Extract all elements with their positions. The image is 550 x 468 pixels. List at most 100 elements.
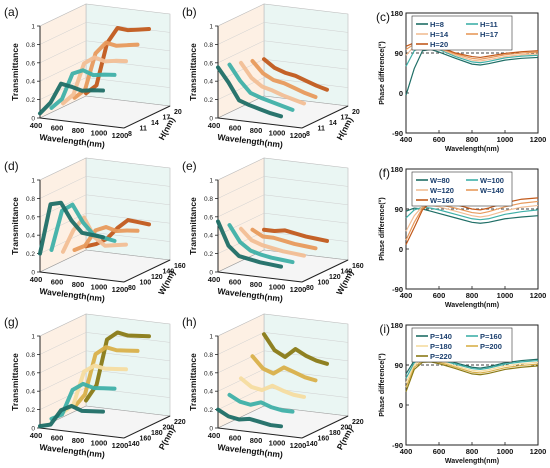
panel-label: (b): [182, 5, 197, 19]
series-ribbon-0: [38, 200, 105, 256]
legend-box: [411, 171, 513, 207]
gridline: [217, 350, 349, 374]
x-axis-label: Wavelength(nm): [445, 146, 499, 153]
series-ribbon-3: [250, 59, 318, 100]
depth-tick-label: 140: [163, 269, 175, 276]
x-tick-label: 600: [51, 278, 64, 287]
x-tick-label: 400: [30, 121, 43, 130]
depth-tick-label: 180: [151, 430, 163, 437]
legend-label: P=200: [480, 342, 502, 351]
series-ribbon-3: [72, 345, 140, 409]
panel-label: (h): [182, 315, 197, 329]
y-tick-label: 0.4: [26, 79, 35, 86]
series-line-0: [405, 48, 539, 96]
depth-tick-label: 160: [352, 263, 364, 270]
panel-3d-5: 0 0.2 0.4 0.6 0.8 1 400 600 800 1000 1200 140160180…: [182, 313, 364, 460]
y-tick-label: 0.8: [204, 352, 213, 359]
panel-2d-0: -90 0 90 180 400 600 800 1000 1200 Wavelength(nm)…: [376, 9, 546, 153]
y-tick-label: 0.4: [204, 233, 213, 240]
series-ribbon-2: [61, 55, 128, 106]
depth-tick-label: 220: [352, 419, 364, 426]
depth-tick-label: 80: [128, 285, 136, 292]
depth-axis-label: H(nm): [156, 115, 176, 142]
depth-tick-label: 180: [329, 430, 341, 437]
y-tick-label: 0.2: [26, 251, 35, 258]
y-tick-label: 0: [31, 116, 35, 123]
legend-label: P=180: [430, 342, 452, 351]
series-ribbon-1: [49, 381, 117, 421]
legend-label: W=140: [480, 186, 504, 195]
y-tick-label: 1: [209, 24, 213, 31]
x-tick-label: 600: [229, 278, 242, 287]
y-tick-label: 0.2: [26, 97, 35, 104]
series-ribbon-0: [38, 81, 105, 116]
gridline: [39, 58, 171, 82]
y-tick-label: -90: [392, 441, 403, 450]
series-ribbon-3: [250, 227, 318, 251]
x-axis-label: Wavelength(nm): [445, 458, 499, 465]
depth-axis: [301, 415, 349, 439]
depth-tick-label: 200: [341, 425, 353, 432]
series-line-0: [405, 207, 539, 224]
depth-tick-label: 140: [341, 269, 353, 276]
x-tick-label: 400: [30, 275, 43, 284]
y-tick-label: 0.2: [204, 97, 213, 104]
y-axis-label: Transmittance: [10, 197, 20, 255]
x-tick-label: 400: [208, 431, 221, 440]
gridline: [217, 40, 349, 64]
depth-tick-label: 120: [329, 274, 341, 281]
y-tick-label: 180: [390, 9, 403, 18]
x-tick-label: 1200: [530, 447, 547, 456]
depth-tick-label: 8: [128, 131, 132, 138]
series-ribbon-3: [250, 354, 318, 383]
x-tick-label: 1000: [269, 283, 286, 292]
x-tick-label: 800: [72, 436, 85, 445]
series-ribbon-0: [216, 407, 283, 429]
depth-tick-label: 160: [140, 436, 152, 443]
depth-axis-label: W(nm): [156, 268, 177, 296]
x-tick-label: 1000: [497, 447, 514, 456]
y-tick-label: 1: [31, 178, 35, 185]
x-tick-label: 600: [51, 434, 64, 443]
y-tick-label: 0.2: [204, 251, 213, 258]
y-tick-label: 0: [209, 426, 213, 433]
y-axis-label: Transmittance: [10, 43, 20, 101]
gridline: [39, 212, 171, 236]
x-tick-label: 600: [51, 124, 64, 133]
x-tick-label: 1200: [290, 441, 307, 450]
depth-tick-label: 11: [318, 126, 326, 133]
series-ribbon-2: [239, 376, 306, 399]
y-tick-label: 0.6: [26, 60, 35, 67]
y-tick-label: 90: [395, 49, 403, 58]
y-tick-label: 0: [209, 116, 213, 123]
x-tick-label: 1000: [269, 129, 286, 138]
y-axis-label: Transmittance: [188, 353, 198, 411]
x-tick-label: 400: [208, 275, 221, 284]
series-ribbon-4: [84, 218, 151, 249]
y-tick-label: 0.6: [26, 370, 35, 377]
y-tick-label: 0.8: [204, 196, 213, 203]
y-axis-label: Phase difference(°): [378, 41, 386, 105]
depth-axis: [301, 259, 349, 283]
depth-tick-label: 11: [140, 126, 148, 133]
y-tick-label: 1: [209, 178, 213, 185]
depth-tick-label: 120: [151, 274, 163, 281]
x-tick-label: 400: [30, 431, 43, 440]
legend-box: [411, 15, 513, 51]
depth-tick-label: 140: [128, 441, 140, 448]
legend-label: P=220: [430, 352, 452, 361]
depth-tick-label: 17: [163, 115, 171, 122]
y-tick-label: 90: [395, 205, 403, 214]
x-tick-label: 800: [466, 447, 479, 456]
legend-label: W=100: [480, 176, 504, 185]
series-line-4: [405, 361, 539, 392]
y-tick-label: 0.6: [204, 60, 213, 67]
y-tick-label: 1: [31, 334, 35, 341]
depth-tick-label: 200: [163, 425, 175, 432]
y-tick-label: 0: [399, 89, 403, 98]
depth-tick-label: 20: [352, 109, 360, 116]
legend-label: H=17: [480, 30, 498, 39]
x-tick-label: 400: [400, 135, 413, 144]
x-tick-label: 1200: [112, 441, 129, 450]
